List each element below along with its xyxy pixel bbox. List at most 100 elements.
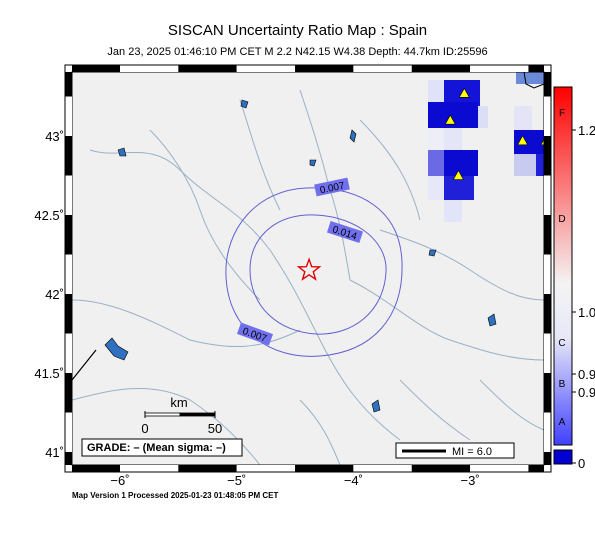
latitude-tick-label: 42.5˚ xyxy=(34,208,64,223)
border-segment xyxy=(470,65,529,72)
coastline xyxy=(523,71,545,89)
uncertainty-cell xyxy=(444,150,478,176)
border-segment xyxy=(544,215,551,255)
uncertainty-cell xyxy=(444,128,462,150)
river xyxy=(239,99,281,211)
lake xyxy=(240,99,249,109)
river xyxy=(479,379,545,431)
longitude-tick-label: −5˚ xyxy=(227,473,246,488)
border-line xyxy=(71,349,97,381)
scale-bar: km 0 50 xyxy=(141,395,222,436)
border-segment xyxy=(353,465,412,472)
latitude-tick-label: 41.5˚ xyxy=(34,366,64,381)
contour-inner xyxy=(249,214,387,335)
map-title: SISCAN Uncertainty Ratio Map : Spain xyxy=(167,22,428,39)
border-segment xyxy=(65,254,72,294)
border-segment xyxy=(544,96,551,136)
colorbar-base xyxy=(553,449,573,465)
grade-box: GRADE: – (Mean sigma: –) xyxy=(81,438,243,457)
border-segment xyxy=(544,333,551,373)
border-segment xyxy=(72,465,120,472)
border-segment xyxy=(544,136,551,176)
uncertainty-cell xyxy=(428,128,444,150)
lakes xyxy=(104,99,497,413)
border-segment xyxy=(544,72,551,97)
border-segment xyxy=(120,465,179,472)
lake xyxy=(117,147,127,157)
border-segment xyxy=(65,175,72,215)
border-segment xyxy=(544,412,551,452)
border-segment xyxy=(236,465,296,472)
longitude-tick-label: −3˚ xyxy=(461,473,480,488)
longitude-tick-label: −6˚ xyxy=(110,473,129,488)
border-segment xyxy=(544,254,551,294)
colorbar-value: 0.9 xyxy=(578,367,595,382)
latitude-tick-label: 41˚ xyxy=(45,445,64,460)
uncertainty-cell xyxy=(514,130,544,154)
uncertainty-cell xyxy=(444,200,462,222)
border-segment xyxy=(178,465,237,472)
border-segment xyxy=(544,373,551,413)
uncertainty-cell xyxy=(444,176,474,200)
grade-label: GRADE: – (Mean sigma: –) xyxy=(87,442,226,454)
lake xyxy=(349,129,357,143)
border-segment xyxy=(65,452,72,465)
uncertainty-cell xyxy=(514,154,536,176)
border-segment xyxy=(353,65,412,72)
latitude-tick-label: 43˚ xyxy=(45,129,64,144)
uncertainty-cell xyxy=(514,106,532,130)
border-segment xyxy=(544,175,551,215)
border-segment xyxy=(236,65,296,72)
border-segment xyxy=(411,65,471,72)
river xyxy=(399,379,471,441)
lake xyxy=(371,399,381,413)
uncertainty-cell xyxy=(478,106,488,128)
longitude-ticks: −6˚ −5˚ −4˚ −3˚ xyxy=(110,473,479,488)
lake xyxy=(428,249,437,257)
border-segment xyxy=(65,215,72,255)
border-segment xyxy=(65,136,72,176)
colorbar-letter: A xyxy=(559,417,566,428)
rivers xyxy=(71,89,545,466)
station-triangle-icon xyxy=(458,87,470,98)
outer-frame xyxy=(64,64,552,473)
river xyxy=(299,399,341,466)
colorbar-letter: B xyxy=(559,379,566,390)
station-triangle-icon xyxy=(444,114,456,125)
lake xyxy=(104,337,129,361)
river xyxy=(89,149,401,441)
river xyxy=(349,279,545,361)
scale-bar-unit: km xyxy=(170,395,187,410)
longitude-tick-label: −4˚ xyxy=(344,473,363,488)
border-segment xyxy=(65,294,72,334)
border-segment xyxy=(120,65,179,72)
border-segment xyxy=(65,333,72,373)
latitude-ticks: 43˚ 42.5˚ 42˚ 41.5˚ 41˚ xyxy=(34,129,64,460)
river xyxy=(379,229,545,301)
scale-bar-label-start: 0 xyxy=(141,421,148,436)
colorbar-value: 0 xyxy=(578,456,585,471)
map-border-bars xyxy=(64,64,552,473)
scale-bar-label-end: 50 xyxy=(208,421,222,436)
border-segment xyxy=(295,465,354,472)
uncertainty-cell xyxy=(428,80,444,102)
map-version-footer: Map Version 1 Processed 2025-01-23 01:48… xyxy=(72,491,279,500)
colorbar-letter: C xyxy=(558,338,565,349)
contour-outer xyxy=(225,187,403,357)
svg-text:0.007: 0.007 xyxy=(319,180,346,196)
colorbar-letter: D xyxy=(558,214,565,225)
river xyxy=(359,119,421,221)
colorbar-gradient xyxy=(553,86,573,446)
uncertainty-cell xyxy=(516,72,544,84)
colorbar-letter: F xyxy=(559,108,565,119)
epicenter-star-icon xyxy=(296,257,322,281)
border-segment xyxy=(65,373,72,413)
contour-label-1: 0.007 xyxy=(314,177,350,196)
station-triangle-icon xyxy=(452,169,464,180)
border-segment xyxy=(65,96,72,136)
latitude-tick-label: 42˚ xyxy=(45,287,64,302)
border-segment xyxy=(544,294,551,334)
event-info: Jan 23, 2025 01:46:10 PM CET M 2.2 N42.1… xyxy=(107,46,488,58)
border-segment xyxy=(65,412,72,452)
